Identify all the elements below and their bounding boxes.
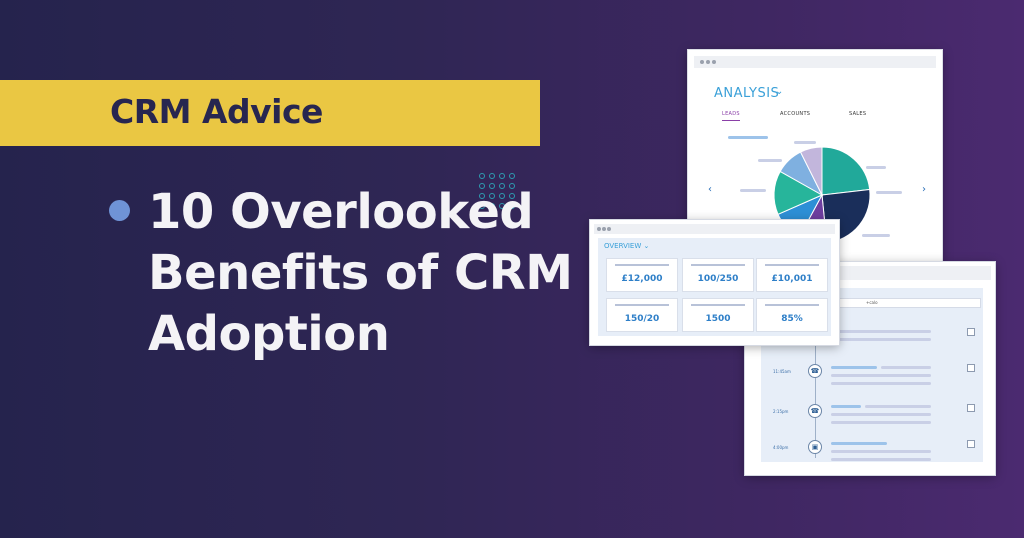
dot-grid-icon bbox=[479, 173, 515, 211]
pie-chart bbox=[773, 146, 871, 244]
activity-text-line bbox=[831, 413, 931, 416]
kpi-card[interactable]: £10,001 bbox=[756, 258, 828, 292]
pie-slice bbox=[799, 146, 823, 196]
headline-line-2: Benefits of CRM bbox=[148, 245, 573, 301]
kpi-value: 100/250 bbox=[697, 274, 739, 284]
kpi-card[interactable]: 1500 bbox=[682, 298, 754, 332]
activity-time: 2:15pm bbox=[773, 409, 789, 414]
headline: 10 Overlooked Benefits of CRM Adoption bbox=[148, 182, 588, 365]
kpi-value: 85% bbox=[781, 314, 803, 324]
activity-text-line bbox=[865, 405, 931, 408]
kpi-value: £12,000 bbox=[621, 274, 663, 284]
chart-label-line bbox=[866, 166, 886, 169]
analysis-title: ANALYSIS bbox=[714, 86, 780, 101]
pie-slice bbox=[821, 146, 871, 196]
chevron-left-icon[interactable]: ‹ bbox=[708, 184, 712, 195]
headline-line-1: 10 Overlooked bbox=[148, 184, 534, 240]
chevron-down-icon[interactable]: ⌄ bbox=[775, 86, 784, 97]
activity-text-line bbox=[831, 382, 931, 385]
activity-text-line bbox=[831, 450, 931, 453]
tab-leads[interactable]: LEADS bbox=[722, 111, 740, 121]
chevron-right-icon[interactable]: › bbox=[922, 184, 926, 195]
kpi-card[interactable]: 100/250 bbox=[682, 258, 754, 292]
activity-checkbox[interactable] bbox=[967, 364, 975, 372]
activity-time: 11:45am bbox=[773, 369, 791, 374]
kpi-value: 150/20 bbox=[624, 314, 660, 324]
chart-label-line bbox=[758, 159, 782, 162]
activity-title-line bbox=[831, 405, 861, 408]
activity-checkbox[interactable] bbox=[967, 328, 975, 336]
kpi-card[interactable]: 150/20 bbox=[606, 298, 678, 332]
kpi-card[interactable]: £12,000 bbox=[606, 258, 678, 292]
activity-text-line bbox=[831, 330, 931, 333]
kpi-card[interactable]: 85% bbox=[756, 298, 828, 332]
activity-text-line bbox=[831, 421, 931, 424]
activity-checkbox[interactable] bbox=[967, 404, 975, 412]
window-titlebar bbox=[694, 56, 936, 68]
kpi-value: £10,001 bbox=[771, 274, 813, 284]
chart-label-line bbox=[740, 189, 766, 192]
overview-panel: OVERVIEW ⌄ £12,000 100/250 £10,001 150/2… bbox=[598, 238, 831, 336]
activity-title-line bbox=[831, 442, 887, 445]
calendar-icon: ▣ bbox=[808, 440, 822, 454]
window-titlebar bbox=[594, 224, 835, 234]
phone-icon: ☎ bbox=[808, 404, 822, 418]
chart-label-line bbox=[794, 141, 816, 144]
overview-window: OVERVIEW ⌄ £12,000 100/250 £10,001 150/2… bbox=[589, 219, 840, 346]
kpi-value: 1500 bbox=[705, 314, 731, 324]
headline-line-3: Adoption bbox=[148, 306, 390, 362]
bullet-dot-icon bbox=[109, 200, 130, 221]
activity-text-line bbox=[881, 366, 931, 369]
chart-label-line bbox=[728, 136, 768, 139]
chart-label-line bbox=[876, 191, 902, 194]
overview-title[interactable]: OVERVIEW ⌄ bbox=[604, 242, 650, 250]
phone-icon: ☎ bbox=[808, 364, 822, 378]
activity-checkbox[interactable] bbox=[967, 440, 975, 448]
timeline-line bbox=[815, 318, 816, 458]
activity-text-line bbox=[831, 458, 931, 461]
activity-title-line bbox=[831, 366, 877, 369]
category-label: CRM Advice bbox=[110, 92, 323, 131]
activity-text-line bbox=[831, 338, 931, 341]
activity-time: 4:00pm bbox=[773, 445, 789, 450]
category-banner: CRM Advice bbox=[0, 80, 540, 209]
tab-accounts[interactable]: ACCOUNTS bbox=[780, 111, 811, 117]
tab-sales[interactable]: SALES bbox=[849, 111, 867, 117]
activity-text-line bbox=[831, 374, 931, 377]
timeline-filter-input[interactable]: +calo bbox=[831, 298, 981, 308]
chart-label-line bbox=[862, 234, 890, 237]
